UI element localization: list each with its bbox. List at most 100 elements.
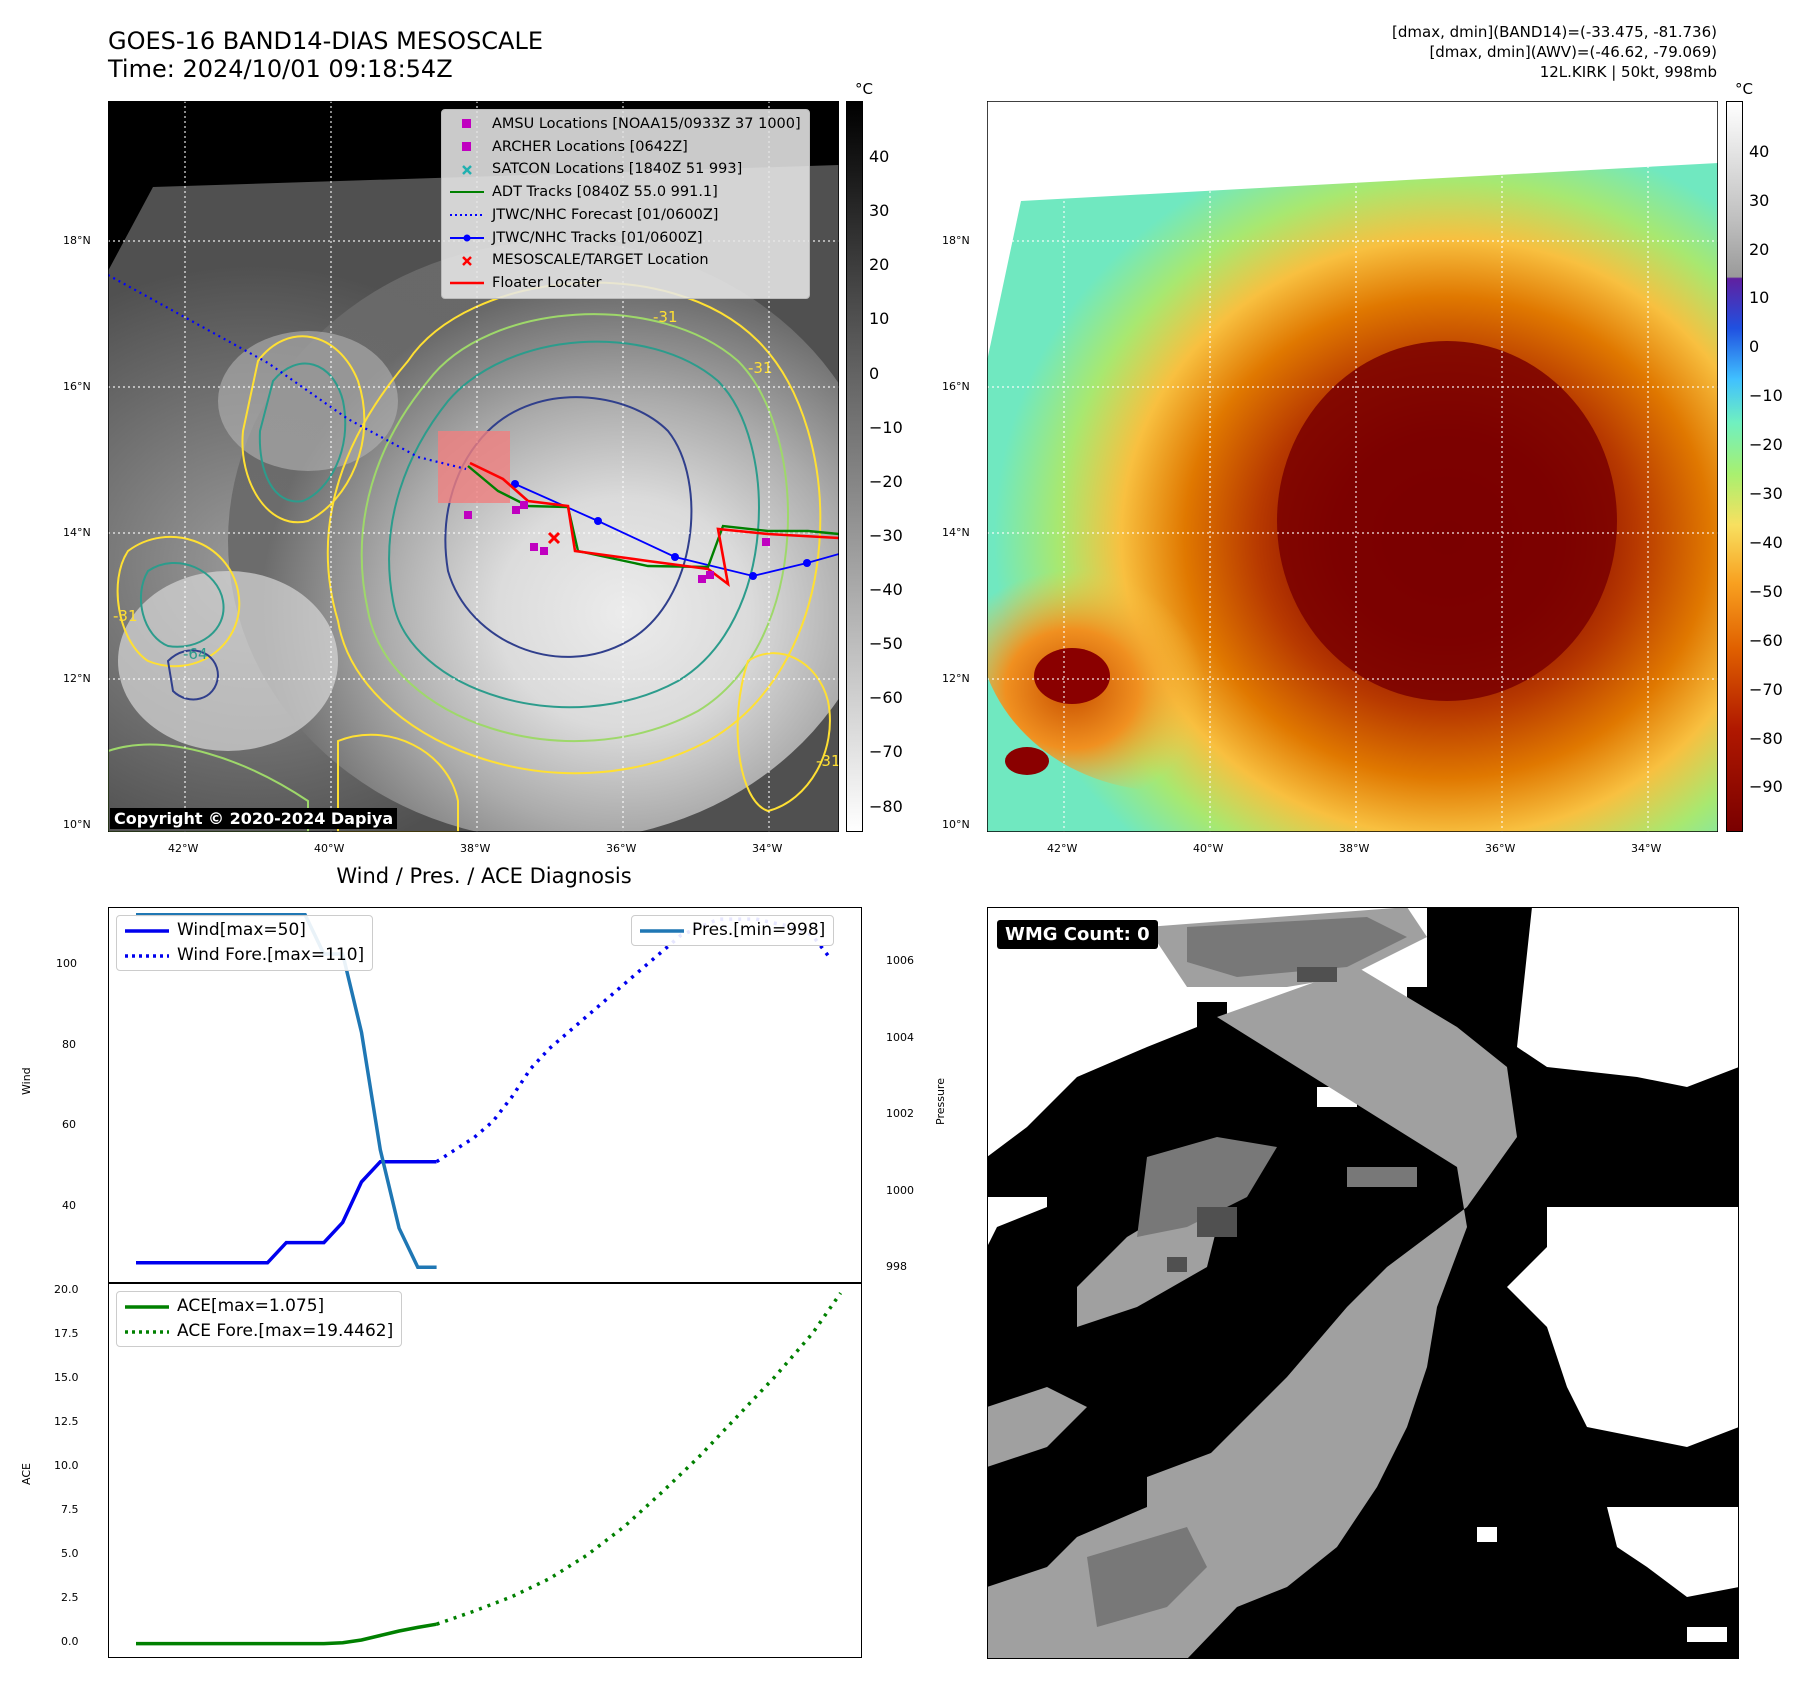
colorbar-tick: −30 bbox=[869, 526, 903, 545]
lon-tick: 36°W bbox=[606, 842, 637, 855]
colorbar-tick: −60 bbox=[1749, 631, 1783, 650]
colorbar-unit: °C bbox=[1735, 80, 1753, 98]
colorbar-tick: 20 bbox=[1749, 240, 1770, 259]
pressure-legend: Pres.[min=998] bbox=[631, 915, 835, 946]
legend-item-target: MESOSCALE/TARGET Location bbox=[450, 249, 801, 272]
legend-item-adt: ADT Tracks [0840Z 55.0 991.1] bbox=[450, 184, 718, 201]
wind-tick: 40 bbox=[62, 1199, 76, 1212]
colorbar-tick: −30 bbox=[1749, 484, 1783, 503]
page-title: GOES-16 BAND14-DIAS MESOSCALE bbox=[108, 27, 544, 55]
lon-tick: 40°W bbox=[1193, 842, 1224, 855]
ace-series-line-1 bbox=[436, 1292, 843, 1626]
lon-tick: 34°W bbox=[1631, 842, 1662, 855]
pressure-ylabel: Pressure bbox=[934, 1078, 947, 1125]
adt-track bbox=[467, 465, 839, 569]
colorbar-tick: −50 bbox=[869, 634, 903, 653]
colorbar-tick: −60 bbox=[869, 688, 903, 707]
colorbar-tick: −50 bbox=[1749, 582, 1783, 601]
awv-map-panel bbox=[987, 101, 1718, 832]
colorbar-tick: 0 bbox=[1749, 337, 1760, 356]
contour-label: -31 bbox=[653, 308, 678, 326]
lat-tick: 10°N bbox=[63, 818, 91, 831]
ace-legend: ACE[max=1.075] ACE Fore.[max=19.4462] bbox=[116, 1291, 403, 1347]
lat-tick: 10°N bbox=[942, 818, 970, 831]
lat-tick: 18°N bbox=[942, 234, 970, 247]
ir-colorbar bbox=[846, 101, 863, 832]
info-awv: [dmax, dmin](AWV)=(-46.62, -79.069) bbox=[1429, 43, 1717, 61]
colorbar-tick: −90 bbox=[1749, 777, 1783, 796]
lon-tick: 34°W bbox=[752, 842, 783, 855]
ace-tick: 10.0 bbox=[54, 1459, 79, 1472]
colorbar-tick: 10 bbox=[1749, 288, 1770, 307]
ace-tick: 12.5 bbox=[54, 1415, 79, 1428]
pressure-tick: 1002 bbox=[886, 1107, 914, 1120]
ace-tick: 7.5 bbox=[61, 1503, 79, 1516]
diagnosis-title: Wind / Pres. / ACE Diagnosis bbox=[336, 864, 632, 888]
colorbar-tick: 30 bbox=[869, 201, 890, 220]
colorbar-tick: 0 bbox=[869, 364, 880, 383]
legend-item-satcon: SATCON Locations [1840Z 51 993] bbox=[450, 158, 801, 181]
awv-colorbar bbox=[1726, 101, 1743, 832]
legend-item-archer: ARCHER Locations [0642Z] bbox=[450, 136, 801, 159]
legend-item-amsu: AMSU Locations [NOAA15/0933Z 37 1000] bbox=[450, 113, 801, 136]
pressure-tick: 1000 bbox=[886, 1184, 914, 1197]
wind-tick: 60 bbox=[62, 1118, 76, 1131]
floater-locater bbox=[469, 461, 839, 588]
colorbar-tick: −80 bbox=[1749, 729, 1783, 748]
lon-tick: 38°W bbox=[460, 842, 491, 855]
wmg-darkest-regions bbox=[1167, 967, 1337, 1272]
colorbar-tick: 30 bbox=[1749, 191, 1770, 210]
colorbar-tick: −10 bbox=[1749, 386, 1783, 405]
contour-label: -31 bbox=[816, 752, 839, 770]
target-marker bbox=[547, 531, 561, 545]
colorbar-tick: −20 bbox=[869, 472, 903, 491]
lon-tick: 38°W bbox=[1339, 842, 1370, 855]
colorbar-tick: −20 bbox=[1749, 435, 1783, 454]
wind-ylabel: Wind bbox=[20, 1067, 33, 1095]
legend-wind: Wind[max=50] bbox=[177, 920, 306, 940]
map-gridlines bbox=[987, 101, 1718, 832]
ace-tick: 20.0 bbox=[54, 1283, 79, 1296]
ace-tick: 2.5 bbox=[61, 1591, 79, 1604]
pressure-series-line-0 bbox=[136, 913, 437, 1270]
ace-tick: 17.5 bbox=[54, 1327, 79, 1340]
info-band14: [dmax, dmin](BAND14)=(-33.475, -81.736) bbox=[1392, 23, 1717, 41]
wind-tick: 80 bbox=[62, 1038, 76, 1051]
contour-label: -64 bbox=[183, 645, 208, 663]
amsu-archer-markers bbox=[464, 501, 770, 583]
lat-tick: 14°N bbox=[63, 526, 91, 539]
lat-tick: 12°N bbox=[942, 672, 970, 685]
ace-series-line-0 bbox=[136, 1622, 437, 1646]
legend-ace-fore: ACE Fore.[max=19.4462] bbox=[177, 1321, 394, 1341]
ace-tick: 15.0 bbox=[54, 1371, 79, 1384]
lon-tick: 36°W bbox=[1485, 842, 1516, 855]
info-storm: 12L.KIRK | 50kt, 998mb bbox=[1539, 63, 1717, 81]
colorbar-unit: °C bbox=[855, 80, 873, 98]
ace-chart bbox=[108, 1283, 862, 1658]
contour-labels: -31 -31 -31 -31 bbox=[113, 308, 839, 770]
jtwc-track bbox=[511, 480, 839, 580]
legend-item-tracks: JTWC/NHC Tracks [01/0600Z] bbox=[450, 227, 801, 250]
lon-tick: 42°W bbox=[168, 842, 199, 855]
lat-tick: 14°N bbox=[942, 526, 970, 539]
lon-tick: 42°W bbox=[1047, 842, 1078, 855]
ace-ylabel: ACE bbox=[20, 1463, 33, 1485]
copyright-label: Copyright © 2020-2024 Dapiya bbox=[110, 808, 398, 829]
colorbar-tick: 20 bbox=[869, 255, 890, 274]
legend-ace: ACE[max=1.075] bbox=[177, 1296, 325, 1316]
legend-item-floater: Floater Locater bbox=[450, 274, 602, 291]
wind-series-line-0 bbox=[136, 1159, 437, 1265]
colorbar-tick: −80 bbox=[869, 797, 903, 816]
colorbar-tick: −40 bbox=[869, 580, 903, 599]
wmg-panel bbox=[987, 907, 1739, 1659]
pressure-tick: 1006 bbox=[886, 954, 914, 967]
legend-pres: Pres.[min=998] bbox=[692, 920, 826, 940]
colorbar-tick: 10 bbox=[869, 309, 890, 328]
wmg-darkgray-regions bbox=[1087, 917, 1417, 1627]
ace-tick: 5.0 bbox=[61, 1547, 79, 1560]
legend-wind-fore: Wind Fore.[max=110] bbox=[177, 945, 365, 965]
contour-label: -31 bbox=[113, 607, 138, 625]
lat-tick: 12°N bbox=[63, 672, 91, 685]
colorbar-tick: −70 bbox=[869, 742, 903, 761]
pressure-tick: 998 bbox=[886, 1260, 907, 1273]
